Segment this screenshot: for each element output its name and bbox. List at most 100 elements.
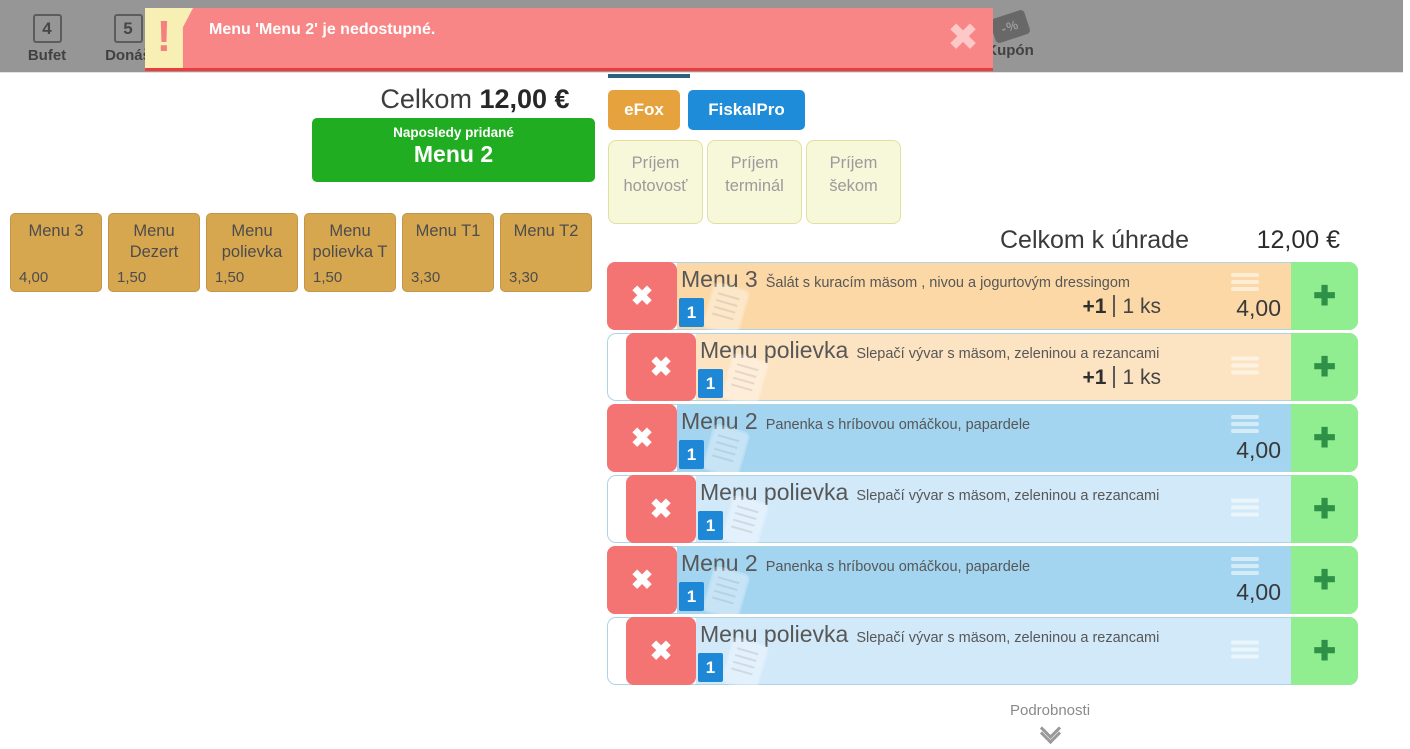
menu-button-name: Menu 3 — [28, 222, 84, 240]
menu-button-price: 4,00 — [19, 269, 49, 286]
item-price: 4,00 — [1236, 437, 1281, 463]
order-item[interactable]: Menu 2 Panenka s hríbovou omáčkou, papard… — [677, 405, 1291, 477]
exclamation-icon: ! — [156, 12, 172, 61]
topbar-button-bufet-label: Bufet — [27, 47, 67, 64]
add-item-button[interactable]: ✚ — [1291, 475, 1358, 543]
topbar-button-bufet[interactable]: 4 Bufet — [24, 14, 70, 64]
chevron-double-down-icon — [920, 717, 1180, 745]
order-row: ✖ Menu 2 Panenka s hríbovou omáčkou, papa… — [607, 404, 1358, 477]
order-row-sub: ✖ Menu polievka Slepačí vývar s mäsom, ze… — [607, 475, 1358, 548]
quantity-badge: 1 — [698, 369, 723, 398]
close-icon[interactable]: ✖ — [947, 17, 979, 59]
divider — [1113, 295, 1116, 317]
plus-icon: ✚ — [1313, 422, 1336, 453]
drag-handle-icon[interactable] — [1231, 557, 1259, 578]
delete-item-button[interactable]: ✖ — [626, 475, 696, 543]
item-description: Šalát s kuracím mäsom , nivou a jogurtov… — [765, 275, 1130, 291]
total-label: Celkom — [380, 84, 472, 114]
menu-button-price: 1,50 — [215, 269, 245, 286]
added-count: +1 — [1082, 295, 1107, 318]
fiskalpro-tab[interactable]: FiskalPro — [688, 90, 805, 130]
item-title: Menu polievka — [700, 621, 849, 647]
payment-method-cash[interactable]: Príjem hotovosť — [608, 140, 703, 224]
menu-button-t1[interactable]: Menu T1 3,30 — [402, 213, 494, 292]
drag-handle-icon[interactable] — [1231, 498, 1259, 520]
add-item-button[interactable]: ✚ — [1291, 617, 1358, 685]
delete-item-button[interactable]: ✖ — [626, 617, 696, 685]
order-items-list: ✖ Menu 3 Šalát s kuracím mäsom , nivou a … — [607, 262, 1358, 690]
menu-button-name: Menu Dezert — [129, 222, 179, 261]
order-row: ✖ Menu 3 Šalát s kuracím mäsom , nivou a … — [607, 262, 1358, 335]
item-text: Menu polievka Slepačí vývar s mäsom, zele… — [696, 618, 1291, 648]
divider — [1113, 366, 1116, 388]
added-quantity: +1 1 ks — [1083, 295, 1161, 319]
menu-button-name: Menu polievka T — [312, 222, 388, 261]
drag-handle-icon[interactable] — [1231, 415, 1259, 436]
menu-buttons: Menu 3 4,00 Menu Dezert 1,50 Menu poliev… — [10, 213, 592, 292]
menu-button-name: Menu T1 — [415, 222, 481, 240]
plus-icon: ✚ — [1313, 280, 1336, 311]
unit-count: 1 ks — [1122, 295, 1161, 318]
drag-handle-icon[interactable] — [1231, 640, 1259, 662]
payment-method-terminal[interactable]: Príjem terminál — [707, 140, 802, 224]
key-5-icon: 5 — [113, 14, 143, 43]
delete-item-button[interactable]: ✖ — [626, 333, 696, 401]
add-item-button[interactable]: ✚ — [1291, 333, 1358, 401]
drag-handle-icon[interactable] — [1231, 356, 1259, 378]
order-item[interactable]: Menu 3 Šalát s kuracím mäsom , nivou a jo… — [677, 263, 1291, 335]
added-quantity: +1 1 ks — [1083, 366, 1161, 390]
order-row: ✖ Menu 2 Panenka s hríbovou omáčkou, papa… — [607, 546, 1358, 619]
order-item[interactable]: Menu polievka Slepačí vývar s mäsom, zele… — [696, 476, 1291, 548]
notification-banner: ! Menu 'Menu 2' je nedostupné. ✖ — [145, 8, 993, 71]
menu-button-price: 1,50 — [117, 269, 147, 286]
topbar-button-kupon-label: Kupón — [986, 42, 1034, 59]
menu-button-t2[interactable]: Menu T2 3,30 — [500, 213, 592, 292]
topbar-button-kupon[interactable]: -% Kupón — [982, 9, 1038, 59]
item-description: Slepačí vývar s mäsom, zeleninou a rezan… — [856, 488, 1160, 504]
key-4-icon: 4 — [32, 14, 62, 43]
close-icon: ✖ — [630, 564, 654, 595]
item-description: Panenka s hríbovou omáčkou, papardele — [765, 417, 1031, 433]
close-icon: ✖ — [649, 351, 673, 382]
topbar-button-donas[interactable]: 5 Donáš — [100, 14, 156, 64]
add-item-button[interactable]: ✚ — [1291, 262, 1358, 330]
order-item[interactable]: Menu polievka Slepačí vývar s mäsom, zele… — [696, 334, 1291, 406]
last-added-button[interactable]: Naposledy pridané Menu 2 — [312, 118, 595, 182]
order-row-sub: ✖ Menu polievka Slepačí vývar s mäsom, ze… — [607, 617, 1358, 690]
active-tab-indicator — [608, 74, 690, 78]
close-icon: ✖ — [630, 280, 654, 311]
delete-item-button[interactable]: ✖ — [607, 546, 677, 614]
details-toggle[interactable]: Podrobnosti — [920, 702, 1180, 745]
coupon-ticket-icon: -% — [989, 9, 1031, 44]
menu-button-dezert[interactable]: Menu Dezert 1,50 — [108, 213, 200, 292]
quantity-badge: 1 — [679, 582, 704, 611]
payment-method-check[interactable]: Príjem šekom — [806, 140, 901, 224]
add-item-button[interactable]: ✚ — [1291, 546, 1358, 614]
plus-icon: ✚ — [1313, 635, 1336, 666]
total-summary: Celkom 12,00 € — [310, 84, 640, 115]
added-count: +1 — [1082, 366, 1107, 389]
item-description: Slepačí vývar s mäsom, zeleninou a rezan… — [856, 346, 1160, 362]
item-description: Panenka s hríbovou omáčkou, papardele — [765, 559, 1031, 575]
efox-tab[interactable]: eFox — [608, 90, 680, 130]
drag-handle-icon[interactable] — [1231, 273, 1259, 294]
menu-button-polievka-t[interactable]: Menu polievka T 1,50 — [304, 213, 396, 292]
item-description: Slepačí vývar s mäsom, zeleninou a rezan… — [856, 630, 1160, 646]
item-price: 4,00 — [1236, 579, 1281, 605]
item-text: Menu polievka Slepačí vývar s mäsom, zele… — [696, 334, 1291, 364]
notification-message: Menu 'Menu 2' je nedostupné. — [209, 21, 436, 38]
item-text: Menu polievka Slepačí vývar s mäsom, zele… — [696, 476, 1291, 506]
add-item-button[interactable]: ✚ — [1291, 404, 1358, 472]
menu-button-menu3[interactable]: Menu 3 4,00 — [10, 213, 102, 292]
item-title: Menu polievka — [700, 337, 849, 363]
delete-item-button[interactable]: ✖ — [607, 262, 677, 330]
topbar-button-donas-label: Donáš — [105, 47, 151, 64]
delete-item-button[interactable]: ✖ — [607, 404, 677, 472]
order-item[interactable]: Menu 2 Panenka s hríbovou omáčkou, papard… — [677, 547, 1291, 619]
menu-button-polievka[interactable]: Menu polievka 1,50 — [206, 213, 298, 292]
order-item[interactable]: Menu polievka Slepačí vývar s mäsom, zele… — [696, 618, 1291, 690]
unit-count: 1 ks — [1122, 366, 1161, 389]
menu-button-name: Menu T2 — [513, 222, 579, 240]
total-amount: 12,00 € — [479, 84, 570, 114]
